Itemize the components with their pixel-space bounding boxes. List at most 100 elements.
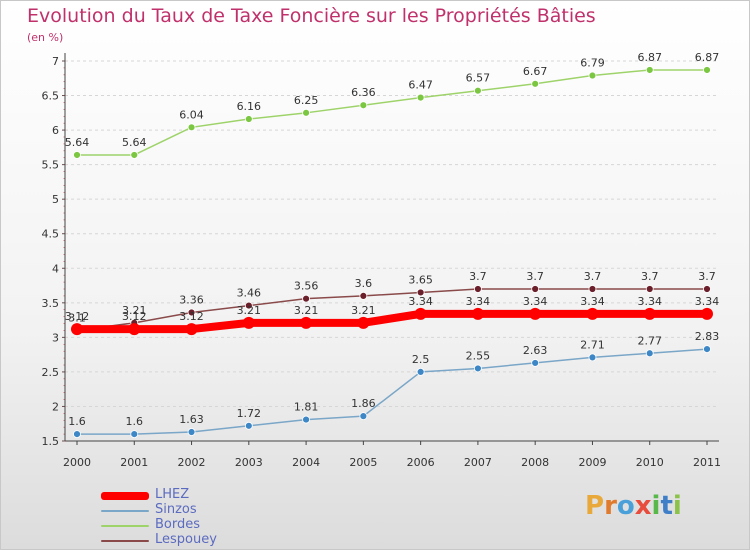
data-point [73,430,81,438]
data-label: 3.21 [237,304,262,317]
legend-swatch [101,492,149,500]
data-point [588,71,597,80]
series-line [76,288,708,332]
logo-letter: i [672,491,682,521]
data-label: 3.34 [523,295,548,308]
data-point [588,285,597,293]
data-point [130,430,139,438]
data-point [586,307,599,320]
logo-letter: i [651,491,661,521]
y-tick-label: 4.5 [42,228,60,241]
data-label: 3.34 [466,295,491,308]
y-tick-label: 6.5 [42,90,60,103]
data-label: 6.47 [408,79,433,92]
x-tick-label: 2005 [349,456,377,469]
x-tick-label: 2003 [235,456,263,469]
data-point [128,323,141,336]
data-point [185,323,198,336]
y-tick-label: 7 [52,55,59,68]
data-point [187,123,196,132]
data-point [244,301,253,310]
data-label: 3.7 [641,270,659,283]
data-point [588,353,597,362]
y-tick-label: 1.5 [42,435,60,448]
data-label: 2.63 [523,344,548,357]
data-label: 3.7 [526,270,544,283]
data-label: 3.7 [469,270,487,283]
data-label: 2.77 [637,334,662,347]
data-point [357,316,370,329]
x-tick-label: 2008 [521,456,549,469]
x-tick-label: 2007 [464,456,492,469]
data-point [130,151,139,159]
data-point [244,115,253,123]
data-point [645,285,654,293]
x-tick-label: 2001 [120,456,148,469]
data-point [416,368,425,376]
data-point [529,307,542,320]
data-point [359,412,368,421]
data-point [531,285,540,293]
y-tick-label: 2.5 [42,366,60,379]
data-point [531,79,540,88]
data-point [474,86,482,95]
data-label: 6.36 [351,86,376,99]
legend-swatch [101,525,149,527]
data-point [703,285,711,293]
y-tick-label: 2 [52,400,59,413]
data-point [359,292,368,300]
legend-swatch [101,540,149,542]
data-label: 6.25 [294,94,319,107]
y-tick-label: 3.5 [42,297,60,310]
series-lhez [71,307,713,336]
data-point [531,359,540,367]
series-sinzos [73,345,711,438]
logo-letter: P [585,491,605,521]
y-tick-label: 5.5 [42,159,60,172]
data-label: 1.6 [68,415,86,428]
y-tick-label: 4 [52,262,59,275]
data-label: 6.87 [695,51,720,64]
data-point [703,345,711,354]
data-label: 3.12 [122,310,147,323]
data-label: 3.7 [698,270,716,283]
logo-letter: o [616,491,635,521]
data-point [302,294,310,303]
proxiti-logo: Proxiti [585,491,682,521]
data-label: 6.04 [179,108,204,121]
data-point [645,66,654,74]
data-label: 3.34 [637,295,662,308]
logo-letter: t [660,491,673,521]
data-label: 3.7 [584,270,602,283]
x-tick-label: 2009 [578,456,606,469]
data-label: 3.34 [695,295,720,308]
x-tick-label: 2004 [292,456,320,469]
data-label: 5.64 [65,136,90,149]
data-point [71,323,83,336]
x-tick-label: 2006 [407,456,435,469]
chart-title: Evolution du Taux de Taxe Foncière sur l… [27,5,596,27]
y-tick-label: 6 [52,124,59,137]
series-line [76,348,708,435]
data-point [187,308,196,317]
data-label: 3.34 [580,295,605,308]
data-label: 1.6 [126,415,144,428]
data-point [645,349,654,358]
data-point [474,364,482,373]
series-line [76,69,708,156]
data-label: 3.65 [408,273,433,286]
logo-letter: r [604,491,617,521]
data-label: 3.46 [237,287,262,300]
data-label: 2.83 [695,330,720,343]
data-label: 3.36 [179,293,204,306]
data-label: 2.71 [580,338,605,351]
data-label: 3.1 [68,311,86,324]
y-tick-label: 3 [52,331,59,344]
data-point [471,307,484,320]
x-tick-label: 2011 [693,456,721,469]
x-tick-label: 2010 [636,456,664,469]
data-point [302,108,310,117]
data-point [701,307,713,320]
